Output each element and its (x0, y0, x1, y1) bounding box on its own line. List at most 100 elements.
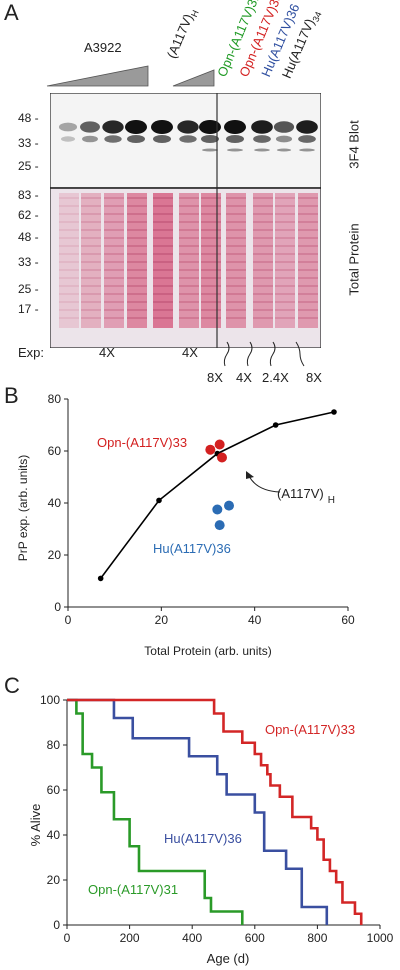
protein-band (201, 245, 221, 247)
protein-band (127, 317, 147, 319)
blot-band-48 (177, 120, 199, 134)
protein-band (153, 277, 173, 279)
blot-band-33 (179, 135, 197, 143)
protein-band (201, 221, 221, 223)
protein-band (226, 261, 246, 263)
protein-band (275, 253, 295, 255)
protein-band (298, 293, 318, 295)
protein-band (81, 237, 101, 239)
protein-band (179, 293, 199, 295)
data-point (156, 497, 162, 504)
data-point (97, 575, 104, 582)
x-tick-label: 1000 (367, 931, 394, 945)
protein-band (275, 309, 295, 311)
protein-band (226, 237, 246, 239)
chart-b-annotation-opn33: Opn-(A117V)33 (97, 435, 187, 450)
y-tick-label: 20 (47, 873, 61, 887)
chart-b-marks (97, 409, 337, 582)
data-point (224, 500, 234, 511)
protein-band (179, 213, 199, 215)
chart-b-annotation-a117v-h: (A117V) H (277, 486, 335, 506)
protein-band (179, 245, 199, 247)
protein-band (153, 221, 173, 223)
protein-band (253, 293, 273, 295)
protein-band (226, 205, 246, 207)
protein-band (59, 221, 79, 223)
protein-band (275, 293, 295, 295)
protein-band (127, 213, 147, 215)
blot-band-25 (254, 148, 270, 152)
y-tick-label: 100 (40, 693, 60, 707)
blot-band-25 (299, 148, 315, 152)
protein-tick-33: 33 - (18, 255, 39, 269)
protein-band (153, 285, 173, 287)
protein-band (226, 269, 246, 271)
protein-band (201, 277, 221, 279)
x-tick-label: 0 (65, 613, 72, 627)
x-tick-label: 200 (120, 931, 140, 945)
protein-band (153, 205, 173, 207)
protein-band (298, 285, 318, 287)
protein-band (179, 221, 199, 223)
protein-band (226, 277, 246, 279)
blot-band-48 (125, 120, 147, 134)
group-label-a3922: A3922 (84, 40, 122, 55)
protein-lane (226, 193, 246, 328)
blot-bands (58, 120, 318, 152)
blot-band-48 (251, 120, 273, 134)
blot-band-48 (224, 120, 246, 134)
protein-band (104, 205, 124, 207)
protein-band (201, 301, 221, 303)
protein-band (59, 205, 79, 207)
blot-band-48 (273, 121, 295, 133)
chart-c-annotation-hu36: Hu(A117V)36 (164, 831, 242, 846)
protein-band (226, 309, 246, 311)
x-tick-label: 60 (341, 613, 355, 627)
protein-band (127, 197, 147, 199)
protein-band (104, 269, 124, 271)
protein-band (201, 205, 221, 207)
survival-curve (67, 698, 244, 925)
protein-band (179, 253, 199, 255)
blot-band-48 (102, 120, 124, 134)
protein-band (201, 317, 221, 319)
protein-band (127, 261, 147, 263)
protein-band (253, 269, 273, 271)
data-point (272, 422, 279, 428)
protein-band (127, 253, 147, 255)
protein-band (127, 309, 147, 311)
protein-band (298, 237, 318, 239)
chart-b-annotation-hu36: Hu(A117V)36 (153, 541, 231, 556)
y-tick-label: 0 (53, 918, 60, 932)
chart-b-xlabel: Total Protein (arb. units) (144, 644, 271, 658)
survival-chart: 0 200 400 600 800 1000 0 20 40 60 80 100 % Alive Ag… (28, 693, 394, 966)
protein-band (153, 197, 173, 199)
blot-band-33 (226, 135, 244, 143)
protein-band (81, 317, 101, 319)
protein-tick-62: 62 - (18, 208, 39, 222)
protein-band (275, 285, 295, 287)
protein-band (81, 309, 101, 311)
chart-c-axes: 0 200 400 600 800 1000 0 20 40 60 80 100 (40, 693, 394, 945)
protein-band (275, 261, 295, 263)
protein-lane (201, 193, 221, 328)
protein-band (179, 317, 199, 319)
protein-band (275, 317, 295, 319)
protein-band (153, 317, 173, 319)
exp-8x-hu34: 8X (306, 370, 322, 385)
protein-band (201, 229, 221, 231)
protein-band (275, 301, 295, 303)
protein-band (298, 221, 318, 223)
exp-brackets (223, 341, 305, 367)
protein-band (153, 229, 173, 231)
protein-side-label: Total Protein (346, 223, 362, 296)
protein-band (226, 245, 246, 247)
data-point (214, 520, 225, 531)
protein-band (201, 237, 221, 239)
protein-band (59, 253, 79, 255)
protein-band (59, 277, 79, 279)
protein-band (298, 253, 318, 255)
protein-band (201, 285, 221, 287)
protein-band (153, 309, 173, 311)
protein-lane (275, 193, 295, 328)
